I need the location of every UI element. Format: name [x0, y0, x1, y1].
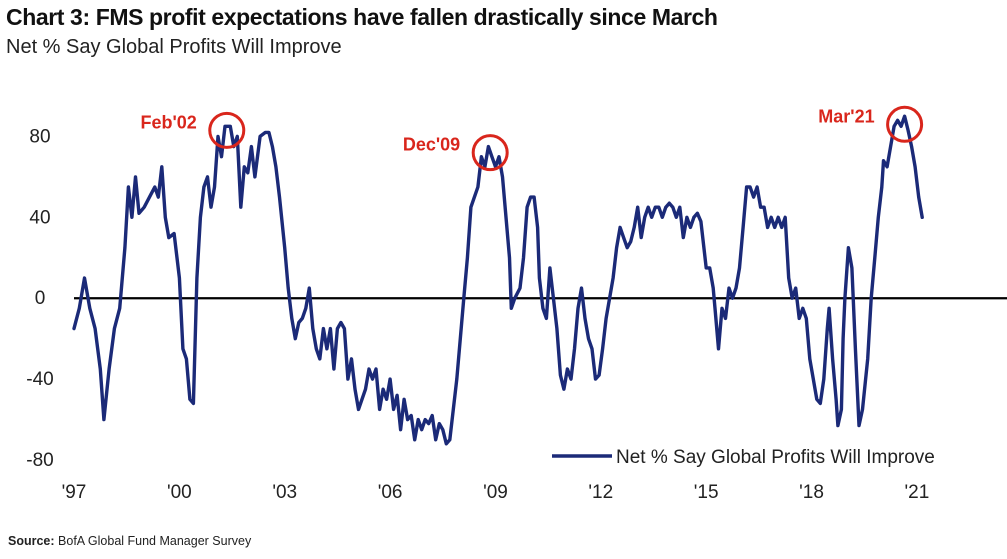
chart-annotations: Feb'02 Dec'09 Mar'21	[140, 105, 924, 172]
annotation-label: Mar'21	[818, 106, 874, 126]
chart-title: Chart 3: FMS profit expectations have fa…	[6, 4, 718, 30]
annotation-circle	[886, 105, 924, 143]
x-tick-label: '97	[62, 482, 87, 503]
source-text: BofA Global Fund Manager Survey	[58, 534, 252, 548]
y-tick-label: -40	[26, 369, 53, 390]
x-tick-label: '18	[799, 482, 824, 503]
source-prefix: Source:	[8, 534, 55, 548]
chart-legend: Net % Say Global Profits Will Improve	[552, 447, 935, 468]
y-tick-label: -80	[26, 450, 53, 471]
x-tick-label: '15	[694, 482, 719, 503]
y-tick-label: 80	[29, 126, 50, 147]
x-tick-label: '00	[167, 482, 192, 503]
annotation-circle	[208, 111, 246, 149]
x-tick-label: '21	[905, 482, 930, 503]
annotation-circle	[471, 134, 509, 172]
annotation-label: Feb'02	[140, 112, 196, 132]
x-tick-label: '03	[272, 482, 297, 503]
y-axis-ticks: -80 -40 0 40 80	[26, 126, 53, 471]
x-tick-label: '06	[378, 482, 403, 503]
series-line	[72, 114, 924, 446]
chart-subtitle: Net % Say Global Profits Will Improve	[6, 36, 342, 58]
source-note: Source: BofA Global Fund Manager Survey	[8, 534, 251, 548]
x-tick-label: '12	[588, 482, 613, 503]
annotation-label: Dec'09	[403, 135, 460, 155]
y-tick-label: 40	[29, 207, 50, 228]
x-tick-label: '09	[483, 482, 508, 503]
legend-label: Net % Say Global Profits Will Improve	[616, 447, 935, 468]
x-axis-ticks: '97 '00 '03 '06 '09 '12 '15 '18 '21	[62, 482, 930, 503]
y-tick-label: 0	[35, 288, 46, 309]
